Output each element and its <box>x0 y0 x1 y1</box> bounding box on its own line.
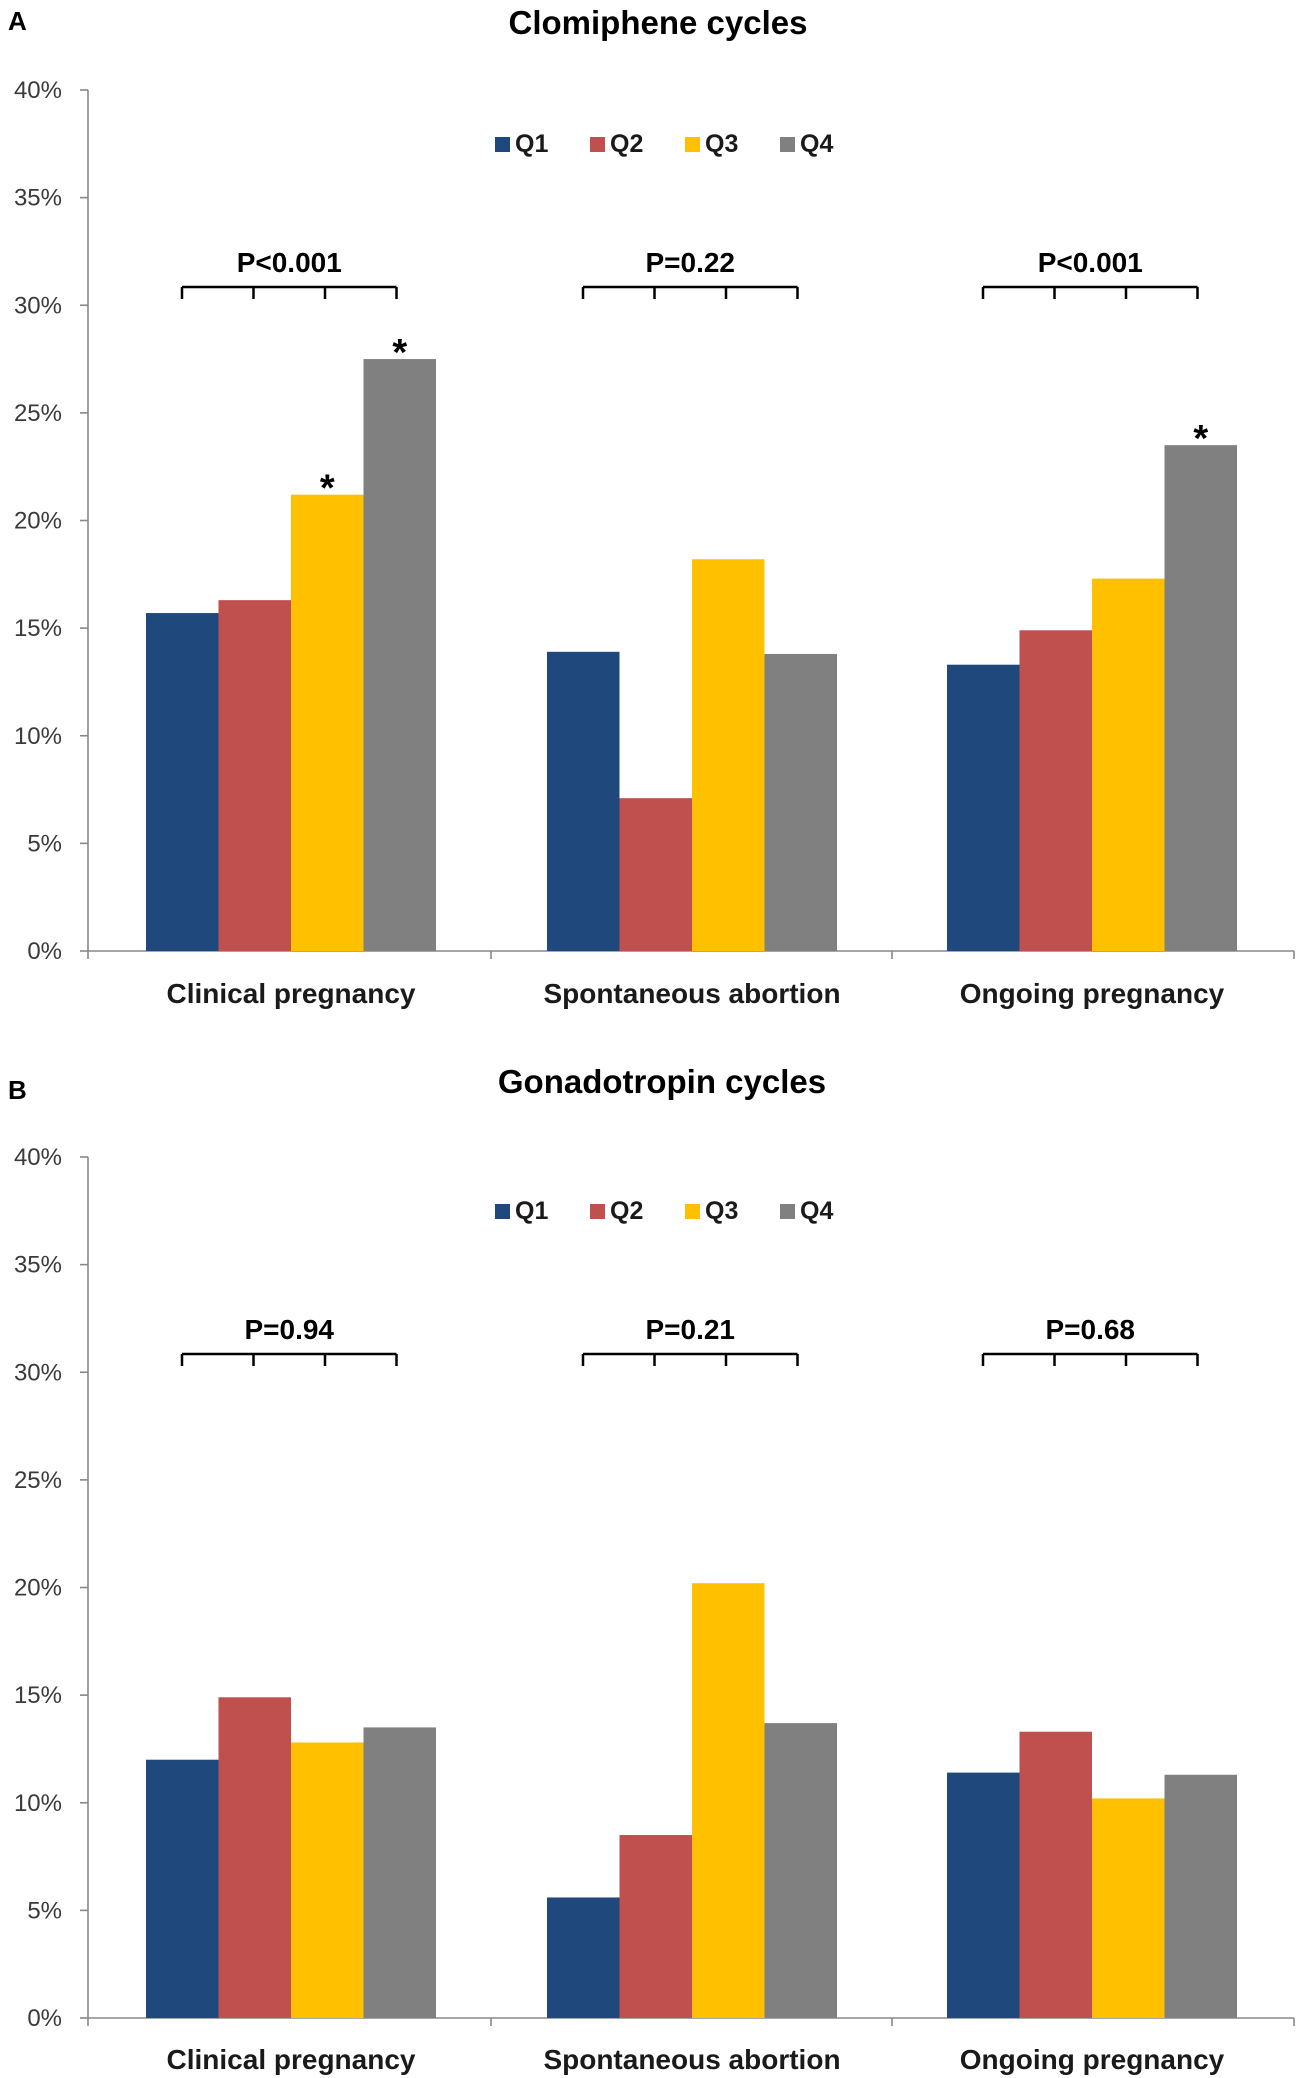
bar-q3-1 <box>692 1583 765 2018</box>
p-value-label: P=0.94 <box>244 1314 334 1345</box>
bar-q2-2 <box>1019 630 1092 951</box>
y-tick-label: 5% <box>27 1897 62 1924</box>
bar-q1-0 <box>146 613 219 951</box>
bar-q1-1 <box>547 1897 620 2018</box>
p-value-label: P<0.001 <box>1038 247 1143 278</box>
y-tick-label: 0% <box>27 938 62 965</box>
significance-star: * <box>320 468 335 510</box>
y-tick-label: 20% <box>14 508 62 535</box>
legend-label-q2: Q2 <box>610 1197 643 1225</box>
bar-q3-2 <box>1092 578 1165 951</box>
p-value-label: P<0.001 <box>237 247 342 278</box>
category-label: Ongoing pregnancy <box>960 978 1225 1009</box>
bar-q4-0 <box>363 359 436 951</box>
p-value-bracket <box>180 1352 398 1366</box>
y-tick-label: 25% <box>14 1467 62 1494</box>
y-tick-label: 30% <box>14 292 62 319</box>
p-value-label: P=0.21 <box>645 1314 735 1345</box>
legend-label-q4: Q4 <box>800 1197 833 1225</box>
y-tick-label: 30% <box>14 1359 62 1386</box>
y-tick-label: 10% <box>14 1790 62 1817</box>
y-tick-label: 25% <box>14 400 62 427</box>
legend-label-q3: Q3 <box>705 130 738 158</box>
bar-q1-2 <box>947 1772 1020 2018</box>
bar-q4-2 <box>1164 445 1237 951</box>
y-tick-label: 10% <box>14 723 62 750</box>
legend-swatch-q1 <box>495 137 510 152</box>
category-label: Clinical pregnancy <box>167 978 416 1009</box>
legend-swatch-q2 <box>590 137 605 152</box>
category-label: Ongoing pregnancy <box>960 2044 1225 2075</box>
bar-q1-1 <box>547 651 620 951</box>
legend-swatch-q4 <box>780 137 795 152</box>
chart-title: Clomiphene cycles <box>509 4 808 41</box>
y-tick-label: 20% <box>14 1575 62 1602</box>
panel-letter: A <box>8 6 27 36</box>
legend-label-q3: Q3 <box>705 1197 738 1225</box>
bar-q3-1 <box>692 559 765 951</box>
chart-panel-a: A Clomiphene cycles 0% 5% 10% 15% 20% 25% 30% 35%… <box>8 4 1295 1009</box>
p-value-label: P=0.22 <box>645 247 735 278</box>
bar-q4-1 <box>764 1723 837 2018</box>
significance-star: * <box>1193 418 1208 460</box>
panel-letter: B <box>8 1075 27 1105</box>
bar-q3-2 <box>1092 1798 1165 2018</box>
bar-q2-1 <box>619 1835 692 2018</box>
y-tick-label: 35% <box>14 1252 62 1279</box>
bar-q4-2 <box>1164 1774 1237 2018</box>
p-value-bracket <box>180 285 398 299</box>
legend-label-q1: Q1 <box>515 1197 548 1225</box>
legend-swatch-q1 <box>495 1204 510 1219</box>
significance-star: * <box>392 332 407 374</box>
p-value-bracket <box>581 285 799 299</box>
y-tick-label: 5% <box>27 830 62 857</box>
y-tick-label: 35% <box>14 185 62 212</box>
bar-q4-0 <box>363 1727 436 2018</box>
bar-q1-2 <box>947 664 1020 951</box>
legend-label-q2: Q2 <box>610 130 643 158</box>
p-value-bracket <box>581 1352 799 1366</box>
legend-swatch-q3 <box>685 1204 700 1219</box>
legend-label-q4: Q4 <box>800 130 833 158</box>
legend-swatch-q2 <box>590 1204 605 1219</box>
bar-q2-0 <box>218 600 291 951</box>
y-tick-label: 40% <box>14 1144 62 1171</box>
y-tick-label: 40% <box>14 77 62 104</box>
bar-q3-0 <box>291 1742 364 2018</box>
legend-label-q1: Q1 <box>515 130 548 158</box>
y-tick-label: 15% <box>14 615 62 642</box>
category-label: Spontaneous abortion <box>543 2044 840 2075</box>
chart-title: Gonadotropin cycles <box>498 1063 826 1100</box>
p-value-bracket <box>981 1352 1199 1366</box>
category-label: Clinical pregnancy <box>167 2044 416 2075</box>
bar-q2-2 <box>1019 1731 1092 2018</box>
p-value-bracket <box>981 285 1199 299</box>
y-tick-label: 15% <box>14 1682 62 1709</box>
chart-panel-b: B Gonadotropin cycles 0% 5% 10% 15% 20% 25% 30% 3… <box>8 1063 1295 2075</box>
category-label: Spontaneous abortion <box>543 978 840 1009</box>
legend-swatch-q4 <box>780 1204 795 1219</box>
bar-q4-1 <box>764 653 837 951</box>
p-value-label: P=0.68 <box>1045 1314 1135 1345</box>
bar-q1-0 <box>146 1759 219 2018</box>
bar-q2-0 <box>218 1697 291 2018</box>
bar-q2-1 <box>619 798 692 951</box>
y-tick-label: 0% <box>27 2005 62 2032</box>
legend-swatch-q3 <box>685 137 700 152</box>
bar-q3-0 <box>291 494 364 951</box>
